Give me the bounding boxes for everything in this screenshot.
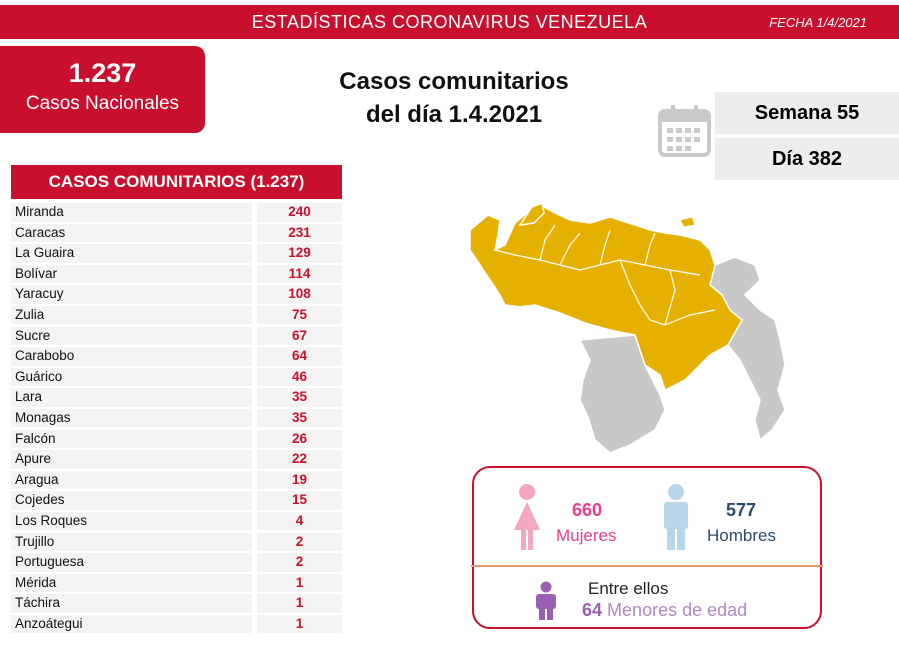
table-row: Guárico 46	[11, 367, 342, 388]
state-value: 1	[257, 594, 342, 613]
state-name: Aragua	[11, 470, 252, 490]
map-region-amazonas	[578, 334, 666, 454]
state-name: Yaracuy	[11, 285, 252, 304]
child-icon	[536, 581, 556, 620]
state-name: La Guaira	[11, 244, 252, 263]
men-count: 577	[726, 500, 757, 520]
state-name: Mérida	[11, 573, 252, 593]
state-name: Bolívar	[11, 264, 252, 284]
venezuela-map	[469, 201, 786, 454]
report-date: FECHA 1/4/2021	[769, 15, 867, 30]
state-name: Miranda	[11, 203, 252, 222]
table-row: Los Roques 4	[11, 511, 342, 532]
man-icon	[664, 484, 688, 550]
state-value: 46	[257, 367, 342, 387]
men-label: Hombres	[707, 526, 776, 545]
national-cases-box: 1.237 Casos Nacionales	[0, 46, 205, 133]
among-label: Entre ellos	[588, 579, 669, 598]
state-value: 67	[257, 326, 342, 346]
table-row: Falcón 26	[11, 429, 342, 450]
state-name: Guárico	[11, 367, 252, 387]
gender-divider	[471, 565, 823, 567]
state-name: Falcón	[11, 429, 252, 449]
table-row: Zulia 75	[11, 305, 342, 326]
state-name: Los Roques	[11, 511, 252, 531]
national-cases-label: Casos Nacionales	[25, 93, 180, 114]
table-row: Táchira 1	[11, 593, 342, 614]
state-name: Anzoátegui	[11, 614, 252, 634]
state-value: 1	[257, 614, 342, 634]
state-value: 129	[257, 244, 342, 263]
minors-count: 64	[582, 600, 603, 620]
table-row: Portuguesa 2	[11, 552, 342, 573]
minors-line: 64 Menores de edad	[582, 600, 747, 621]
state-value: 19	[257, 470, 342, 490]
national-cases-number: 1.237	[68, 58, 137, 88]
map-region-falcon	[518, 201, 545, 226]
table-row: Anzoátegui 1	[11, 614, 342, 635]
table-row: Miranda 240	[11, 202, 342, 223]
woman-icon	[514, 484, 540, 550]
state-value: 2	[257, 553, 342, 572]
headline: Casos comunitarios del día 1.4.2021	[300, 65, 608, 131]
header-bar: ESTADÍSTICAS CORONAVIRUS VENEZUELA FECHA…	[0, 5, 899, 39]
women-count: 660	[572, 500, 603, 520]
state-value: 231	[257, 223, 342, 243]
state-value: 4	[257, 511, 342, 531]
state-value: 15	[257, 491, 342, 510]
calendar-icon	[658, 105, 711, 157]
state-name: Caracas	[11, 223, 252, 243]
state-name: Lara	[11, 388, 252, 407]
page-title: ESTADÍSTICAS CORONAVIRUS VENEZUELA	[251, 12, 648, 32]
state-value: 75	[257, 305, 342, 325]
state-name: Carabobo	[11, 347, 252, 366]
state-value: 35	[257, 388, 342, 407]
community-cases-header: CASOS COMUNITARIOS (1.237)	[11, 165, 342, 199]
map-region-margarita	[679, 216, 696, 228]
state-value: 22	[257, 450, 342, 469]
state-name: Sucre	[11, 326, 252, 346]
state-value: 108	[257, 285, 342, 304]
minors-label: Menores de edad	[607, 600, 748, 620]
headline-line1: Casos comunitarios	[339, 68, 569, 95]
table-row: Bolívar 114	[11, 264, 342, 285]
table-row: Caracas 231	[11, 223, 342, 244]
state-value: 64	[257, 347, 342, 366]
table-row: Apure 22	[11, 449, 342, 470]
week-pill: Semana 55	[715, 92, 899, 134]
state-value: 35	[257, 408, 342, 428]
state-name: Táchira	[11, 594, 252, 613]
state-value: 26	[257, 429, 342, 449]
table-row: Aragua 19	[11, 470, 342, 491]
state-name: Apure	[11, 450, 252, 469]
table-row: Mérida 1	[11, 573, 342, 594]
headline-line2: del día 1.4.2021	[365, 101, 543, 128]
table-row: Trujillo 2	[11, 532, 342, 553]
state-name: Cojedes	[11, 491, 252, 510]
state-value: 1	[257, 573, 342, 593]
table-row: La Guaira 129	[11, 243, 342, 264]
table-row: Yaracuy 108	[11, 284, 342, 305]
state-value: 114	[257, 264, 342, 284]
state-value: 2	[257, 532, 342, 551]
table-row: Lara 35	[11, 387, 342, 408]
table-row: Monagas 35	[11, 408, 342, 429]
table-row: Sucre 67	[11, 326, 342, 347]
state-name: Trujillo	[11, 532, 252, 551]
table-row: Carabobo 64	[11, 346, 342, 367]
state-name: Zulia	[11, 305, 252, 325]
table-row: Cojedes 15	[11, 490, 342, 511]
cases-table: Miranda 240 Caracas 231 La Guaira 129 Bolív…	[11, 202, 342, 634]
state-name: Portuguesa	[11, 553, 252, 572]
day-pill: Día 382	[715, 138, 899, 180]
women-label: Mujeres	[556, 526, 617, 545]
state-name: Monagas	[11, 408, 252, 428]
state-value: 240	[257, 203, 342, 222]
